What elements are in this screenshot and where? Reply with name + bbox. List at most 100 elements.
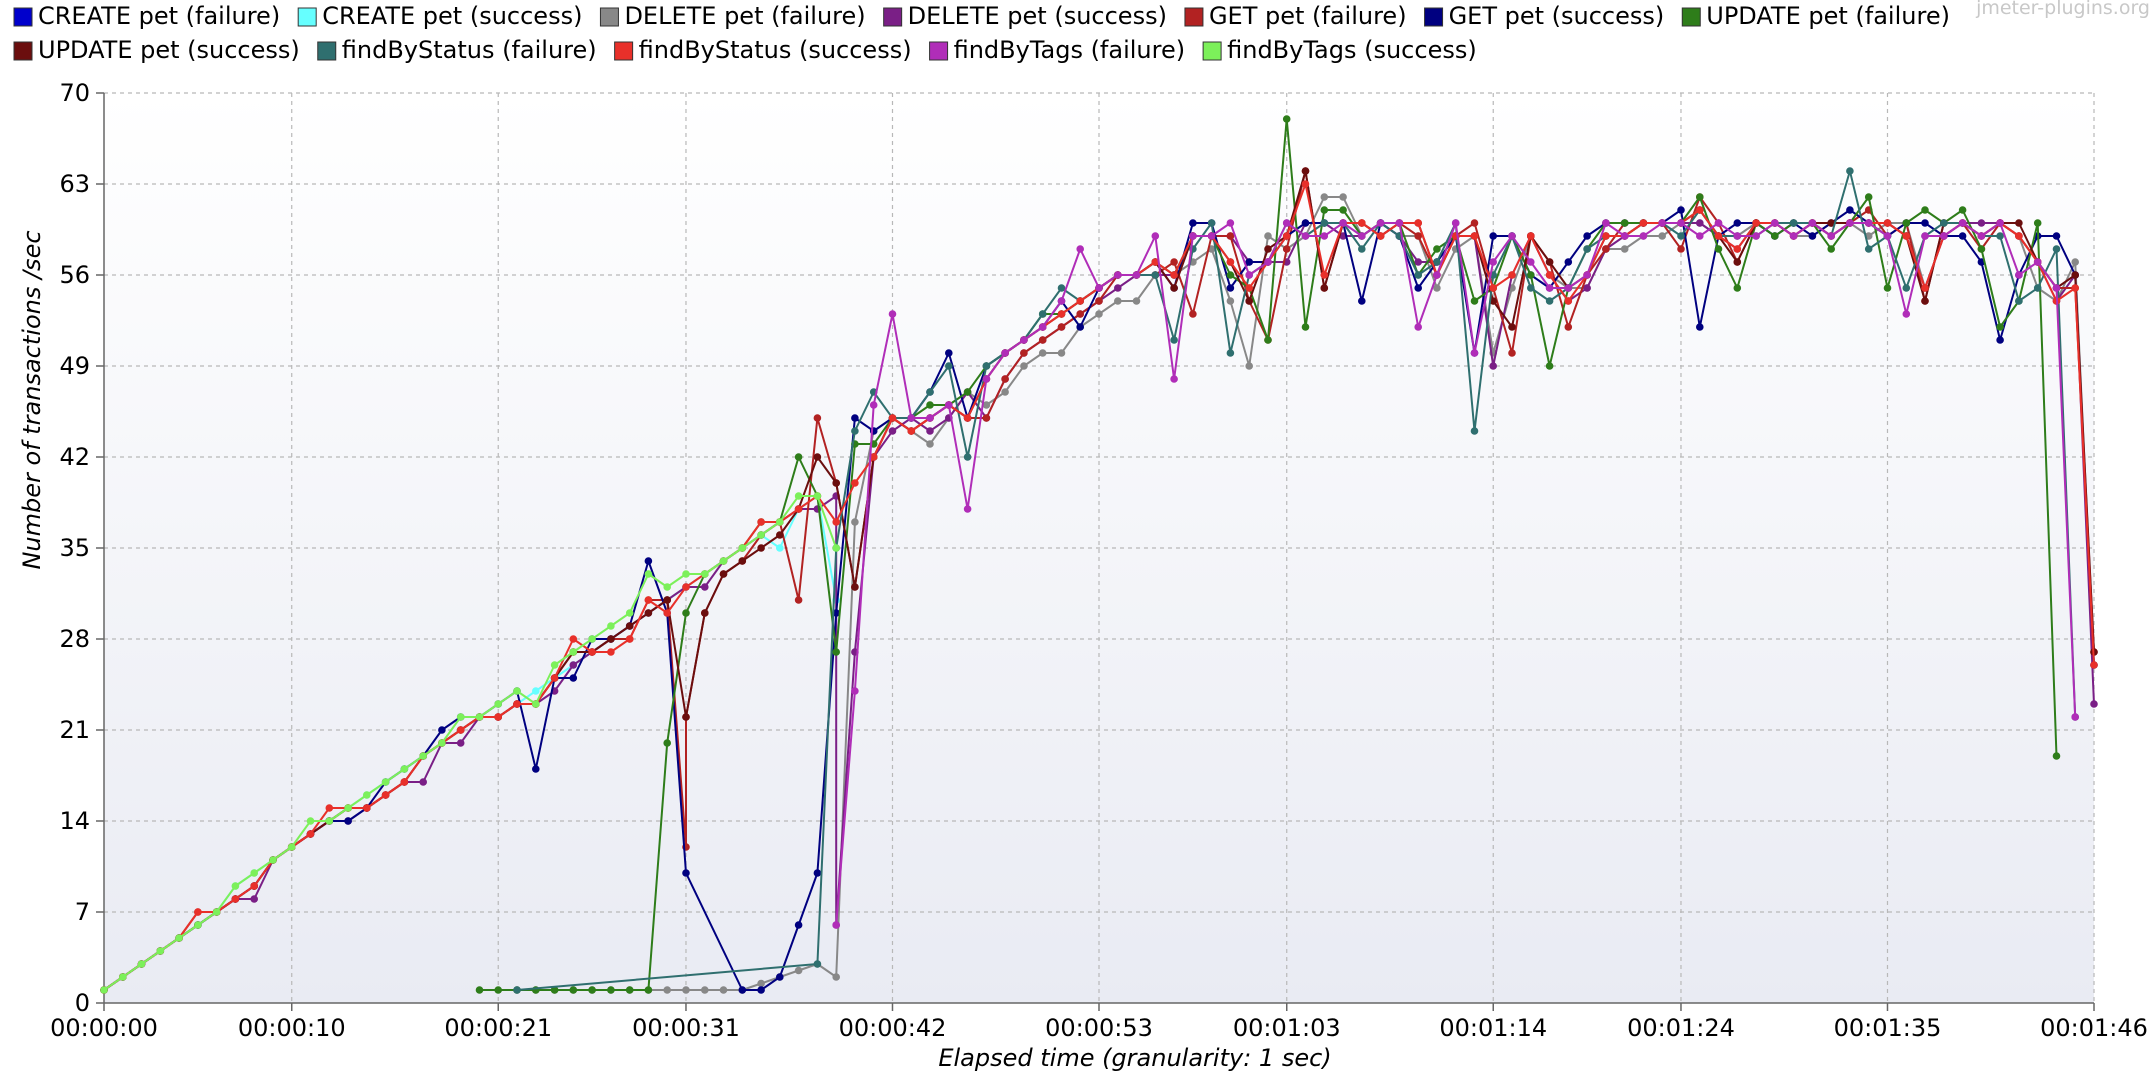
grid — [104, 92, 2095, 1003]
data-point — [644, 986, 653, 994]
data-point — [851, 479, 859, 487]
data-point — [550, 674, 559, 682]
data-point — [1114, 284, 1122, 292]
data-point — [1226, 284, 1235, 292]
data-point — [625, 622, 634, 630]
data-point — [1583, 271, 1591, 279]
data-point — [1151, 258, 1160, 266]
legend-swatch-delete-pet-success — [883, 7, 903, 27]
legend-item-create-pet-success: CREATE pet (success) — [322, 2, 582, 30]
data-point — [325, 817, 334, 825]
data-point — [1414, 232, 1422, 240]
data-point — [1320, 206, 1329, 214]
data-point — [1170, 284, 1178, 292]
data-point — [1151, 232, 1160, 240]
data-point — [644, 596, 653, 604]
data-point — [1696, 206, 1704, 214]
legend-swatch-findbytags-success — [1202, 41, 1222, 61]
data-point — [1508, 271, 1516, 279]
data-point — [832, 973, 840, 981]
data-point — [419, 778, 428, 786]
data-point — [212, 908, 221, 916]
data-point — [1095, 297, 1103, 305]
legend-swatch-findbystatus-success — [614, 41, 634, 61]
data-point — [682, 570, 690, 578]
data-point — [851, 518, 859, 526]
data-point — [1226, 349, 1235, 357]
data-point — [550, 661, 559, 669]
data-point — [1095, 284, 1103, 292]
data-point — [982, 362, 991, 370]
data-point — [963, 505, 972, 513]
data-point — [682, 583, 690, 591]
data-point — [1921, 297, 1929, 305]
data-point — [1001, 375, 1009, 383]
data-point — [1020, 362, 1028, 370]
data-point — [963, 388, 972, 396]
data-point — [1545, 258, 1554, 266]
data-point — [1414, 258, 1422, 266]
data-point — [851, 687, 859, 695]
data-point — [2015, 297, 2023, 305]
data-point — [1696, 232, 1704, 240]
data-point — [363, 791, 371, 799]
data-point — [137, 960, 146, 968]
y-tick-label: 14 — [59, 807, 90, 835]
data-point — [1414, 284, 1422, 292]
data-point — [250, 882, 258, 890]
data-point — [1320, 232, 1329, 240]
data-point — [2090, 700, 2098, 708]
data-point — [1527, 258, 1535, 266]
data-point — [325, 804, 334, 812]
data-point — [776, 544, 784, 552]
data-point — [1001, 388, 1009, 396]
data-point — [682, 713, 690, 721]
data-point — [682, 609, 690, 617]
data-point — [625, 635, 634, 643]
data-point — [1245, 258, 1253, 266]
data-point — [1677, 206, 1685, 214]
data-point — [738, 544, 747, 552]
data-point — [794, 921, 803, 929]
data-point — [757, 531, 765, 539]
data-point — [1958, 219, 1967, 227]
data-point — [1527, 284, 1535, 292]
data-point — [1583, 232, 1591, 240]
data-point — [1264, 336, 1272, 344]
data-point — [1639, 219, 1648, 227]
data-point — [1658, 232, 1666, 240]
data-point — [2090, 661, 2098, 669]
data-point — [569, 635, 578, 643]
data-point — [1996, 232, 2004, 240]
data-point — [1677, 245, 1685, 253]
data-point — [1827, 219, 1835, 227]
data-point — [1170, 258, 1178, 266]
data-point — [1433, 271, 1441, 279]
data-point — [832, 479, 840, 487]
data-point — [1808, 219, 1817, 227]
data-point — [757, 979, 765, 988]
legend-swatch-get-pet-success — [1424, 7, 1444, 27]
data-point — [1320, 284, 1329, 292]
data-point — [287, 843, 296, 851]
data-point — [663, 583, 671, 591]
data-point — [1696, 193, 1704, 201]
legend-item-findbytags-success: findByTags (success) — [1227, 36, 1477, 64]
data-point — [1301, 232, 1310, 240]
data-point — [100, 986, 108, 994]
x-tick-label: 00:00:53 — [1045, 1014, 1153, 1042]
legend-item-update-pet-success: UPDATE pet (success) — [38, 36, 300, 64]
data-point — [1470, 427, 1479, 435]
data-point — [1902, 232, 1911, 240]
data-point — [1264, 232, 1272, 240]
data-point — [1038, 349, 1047, 357]
data-point — [1789, 219, 1798, 227]
data-point — [851, 414, 859, 422]
data-point — [1057, 297, 1066, 305]
data-point — [1714, 245, 1723, 253]
data-point — [738, 557, 747, 565]
legend-swatch-findbytags-failure — [929, 41, 949, 61]
data-point — [419, 752, 428, 760]
data-point — [1433, 245, 1441, 253]
